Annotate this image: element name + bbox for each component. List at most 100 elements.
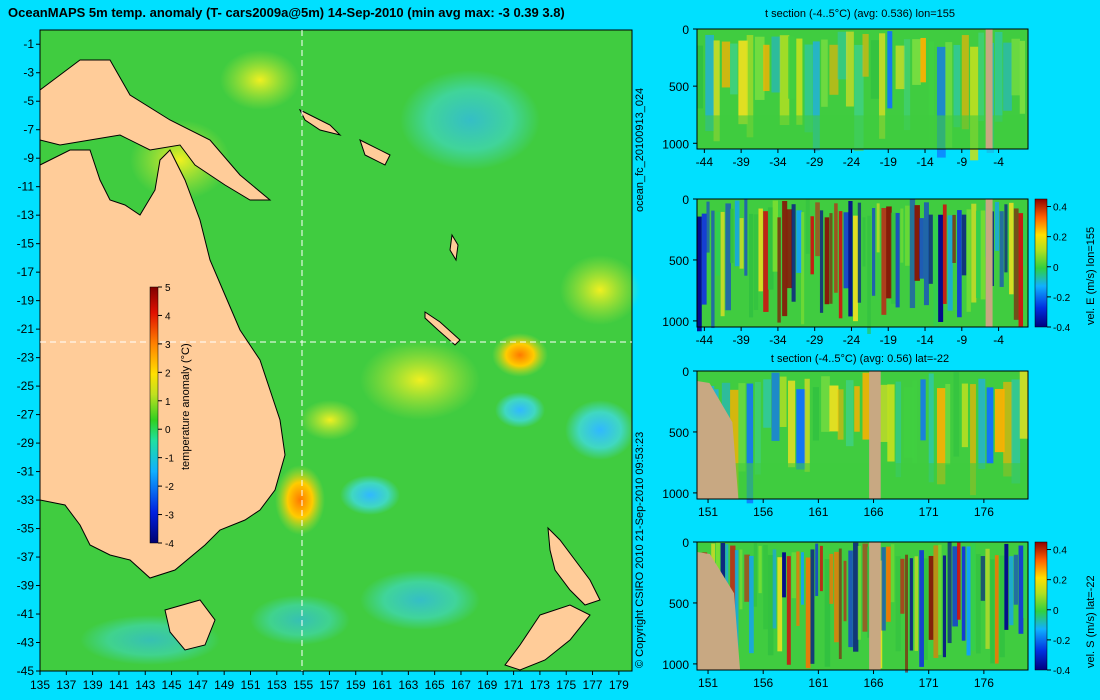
section-cell bbox=[890, 544, 895, 603]
section-cell bbox=[738, 383, 746, 472]
map-colorbar-tick-label: 0 bbox=[165, 425, 171, 436]
land-solomon bbox=[298, 108, 342, 136]
section-x-tick-label: -24 bbox=[843, 155, 861, 169]
section-cell bbox=[952, 214, 956, 263]
section-cell bbox=[928, 41, 934, 148]
section-x-tick-label: 176 bbox=[974, 676, 994, 690]
section-x-tick-label: 166 bbox=[864, 676, 884, 690]
section-cell bbox=[788, 380, 796, 468]
map-x-tick-label: 137 bbox=[56, 678, 76, 692]
section-cell bbox=[848, 201, 853, 317]
vel-colorbar-tick-label: 0.4 bbox=[1053, 203, 1067, 214]
land-new-zealand-north bbox=[547, 526, 601, 606]
map-anomaly-eddies bbox=[45, 50, 640, 665]
section-cell bbox=[994, 388, 1005, 453]
section-cell bbox=[923, 202, 929, 306]
land-australia bbox=[39, 149, 286, 579]
section-title-lon: t section (-4..5°C) (avg: 0.536) lon=155 bbox=[765, 8, 955, 20]
section-cell bbox=[942, 204, 947, 304]
section-cell bbox=[810, 216, 814, 275]
section-y-tick-label: 500 bbox=[669, 597, 689, 611]
eddy-cool bbox=[340, 475, 400, 515]
map-y-tick-label: -9 bbox=[23, 151, 34, 165]
section-cell bbox=[853, 215, 858, 322]
map-y-tick-label: -11 bbox=[18, 180, 35, 194]
section-cell bbox=[890, 212, 896, 304]
section-cell bbox=[772, 200, 778, 272]
vel-colorbar-tick-label: 0.4 bbox=[1053, 546, 1067, 557]
map-x-tick-label: 179 bbox=[609, 678, 629, 692]
section-cell bbox=[961, 214, 967, 276]
section-cell bbox=[788, 36, 795, 99]
section-cell bbox=[994, 31, 1003, 122]
section-cell bbox=[971, 542, 976, 651]
section-x-tick-label: -34 bbox=[769, 155, 787, 169]
section-cell bbox=[961, 383, 968, 448]
section-cell bbox=[763, 544, 768, 630]
section-cell bbox=[953, 372, 960, 457]
section-cell bbox=[1003, 381, 1013, 477]
map-colorbar-tick-label: 2 bbox=[165, 368, 171, 379]
section-cell bbox=[845, 31, 854, 107]
section-cell bbox=[971, 203, 977, 303]
section-y-tick-label: 0 bbox=[682, 23, 689, 37]
section-cell bbox=[746, 35, 754, 138]
map-y-tick-label: -7 bbox=[23, 123, 34, 137]
section-cell bbox=[936, 388, 946, 485]
section-cell bbox=[895, 381, 902, 478]
vel-e-colorbar-label: vel. E (m/s) lon=155 bbox=[1085, 227, 1097, 325]
eddy-cool bbox=[495, 392, 545, 428]
section-cell bbox=[980, 210, 986, 300]
section-cell bbox=[853, 542, 859, 652]
map-x-tick-label: 135 bbox=[30, 678, 50, 692]
section-cell bbox=[812, 41, 820, 152]
section-cell bbox=[838, 211, 843, 319]
section-cell bbox=[928, 555, 934, 640]
map-colorbar-ticks: 5 4 3 2 1 0 -1 -2 -3 -4 bbox=[158, 283, 174, 550]
section-y-tick-label: 0 bbox=[682, 365, 689, 379]
section-cell bbox=[739, 218, 744, 269]
section-cell bbox=[900, 558, 905, 614]
section-cell bbox=[829, 385, 839, 432]
section-cell bbox=[961, 35, 969, 130]
section-cell bbox=[1009, 202, 1014, 295]
section-x-tick-label: -24 bbox=[843, 333, 861, 347]
section-cell bbox=[886, 546, 891, 622]
section-land bbox=[697, 552, 741, 670]
section-x-tick-label: 156 bbox=[753, 505, 773, 519]
section-cell bbox=[1013, 554, 1018, 605]
vel-colorbar-tick-label: -0.4 bbox=[1053, 666, 1071, 677]
section-y-tick-label: 500 bbox=[669, 254, 689, 268]
map-y-tick-label: -15 bbox=[17, 237, 35, 251]
section-cell bbox=[919, 218, 924, 279]
map-x-tick-label: 153 bbox=[267, 678, 287, 692]
eddy-cool bbox=[360, 570, 480, 630]
map-y-tick-label: -31 bbox=[17, 465, 35, 479]
map-x-tick-label: 143 bbox=[135, 678, 155, 692]
vel-s-colorbar: 0.4 0.2 0 -0.2 -0.4 vel. S (m/s) lat=-22 bbox=[1034, 541, 1097, 677]
map-x-axis: 135 137 139 141 143 145 147 149 151 153 155 157 159 1… bbox=[30, 671, 629, 692]
section-cell bbox=[829, 213, 833, 304]
map-x-tick-label: 173 bbox=[530, 678, 550, 692]
section-cell bbox=[903, 39, 911, 131]
vel-s-colorbar-ticks: 0.4 0.2 0 -0.2 -0.4 bbox=[1047, 546, 1071, 677]
eddy-cool bbox=[400, 70, 540, 170]
land-new-guinea bbox=[39, 59, 272, 201]
map-colorbar-gradient bbox=[149, 286, 159, 544]
eddy-cool bbox=[250, 595, 350, 645]
vel-e-lon-panel: -44 -39 -34 -29 -24 -19 -14 -9 -4 0 500 1000 bbox=[662, 193, 1029, 347]
map-x-tick-label: 169 bbox=[477, 678, 497, 692]
section-cell bbox=[933, 545, 939, 658]
section-cell bbox=[912, 380, 918, 464]
section-cell bbox=[758, 208, 763, 292]
section-cell bbox=[947, 542, 952, 644]
section-x-tick-label: -9 bbox=[956, 155, 967, 169]
section-x-tick-label: 171 bbox=[919, 505, 939, 519]
section-cell bbox=[697, 45, 704, 109]
section-frame bbox=[696, 541, 1029, 671]
section-cell bbox=[786, 556, 791, 665]
section-x-tick-label: 161 bbox=[808, 676, 828, 690]
map-title: OceanMAPS 5m temp. anomaly (T- cars2009a… bbox=[8, 5, 565, 20]
section-cell bbox=[706, 201, 710, 253]
section-cell bbox=[900, 208, 904, 263]
